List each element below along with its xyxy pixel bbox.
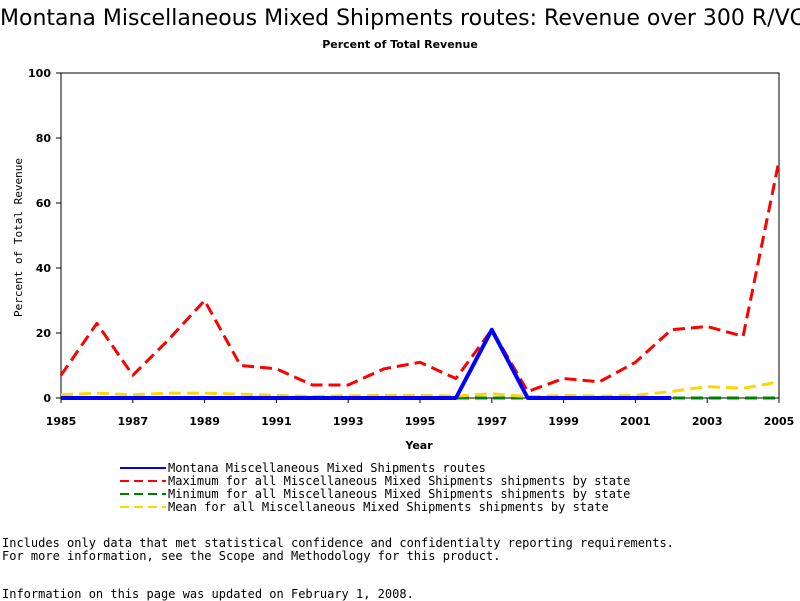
series-line-mean — [60, 380, 780, 399]
x-tick-label: 1999 — [548, 415, 579, 428]
legend-label-minimum: Minimum for all Miscellaneous Mixed Ship… — [168, 486, 631, 501]
legend-swatch-montana — [120, 466, 166, 469]
y-tick-label: 100 — [28, 67, 51, 80]
footnote-methodology: For more information, see the Scope and … — [2, 549, 501, 563]
series-line-maximum — [59, 160, 781, 393]
legend-entry-mean: Mean for all Miscellaneous Mixed Shipmen… — [120, 499, 630, 514]
y-axis-label: Percent of Total Revenue — [12, 158, 25, 317]
legend-entry-maximum: Maximum for all Miscellaneous Mixed Ship… — [120, 473, 631, 488]
y-tick-label: 20 — [36, 327, 52, 340]
footnote-confidence: Includes only data that met statistical … — [2, 536, 674, 550]
legend-swatch-mean — [120, 505, 166, 508]
legend-label-montana: Montana Miscellaneous Mixed Shipments ro… — [168, 460, 486, 475]
x-tick-label: 2005 — [764, 415, 795, 428]
y-tick-label: 80 — [36, 132, 52, 145]
x-tick-label: 1995 — [405, 415, 436, 428]
x-tick-label: 1989 — [189, 415, 220, 428]
legend-swatch-maximum — [120, 479, 166, 482]
x-tick-label: 1985 — [46, 415, 77, 428]
legend-label-mean: Mean for all Miscellaneous Mixed Shipmen… — [168, 499, 609, 514]
x-tick-label: 1991 — [261, 415, 292, 428]
chart-subtitle: Percent of Total Revenue — [322, 38, 478, 51]
y-tick-label: 40 — [36, 262, 52, 275]
legend-label-maximum: Maximum for all Miscellaneous Mixed Ship… — [168, 473, 631, 488]
x-tick-label: 2003 — [692, 415, 723, 428]
legend-entry-minimum: Minimum for all Miscellaneous Mixed Ship… — [120, 486, 631, 501]
plot-frame — [60, 72, 780, 399]
chart-title: Montana Miscellaneous Mixed Shipments ro… — [0, 6, 800, 31]
x-axis-label: Year — [404, 439, 433, 452]
footnote-updated: Information on this page was updated on … — [2, 587, 414, 601]
legend-entry-montana: Montana Miscellaneous Mixed Shipments ro… — [120, 460, 630, 475]
legend-swatch-minimum — [120, 492, 166, 495]
series-line-montana — [61, 327, 672, 400]
y-tick-label: 0 — [43, 392, 51, 405]
x-tick-label: 1997 — [476, 415, 507, 428]
y-tick-label: 60 — [36, 197, 52, 210]
x-tick-label: 1987 — [117, 415, 148, 428]
x-tick-label: 1993 — [333, 415, 364, 428]
chart-legend: Montana Miscellaneous Mixed Shipments ro… — [120, 460, 631, 514]
x-tick-label: 2001 — [620, 415, 651, 428]
